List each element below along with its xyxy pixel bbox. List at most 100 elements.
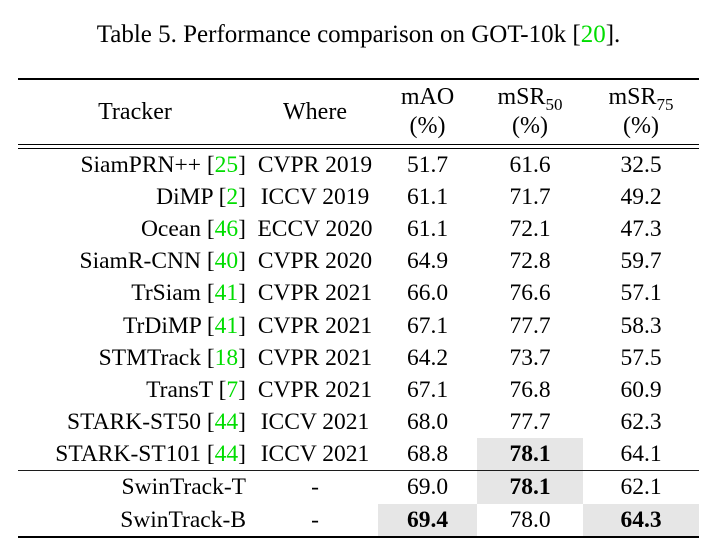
tracker-name: SwinTrack-T	[121, 474, 246, 501]
header-msr50-subscript: 50	[545, 94, 563, 114]
table-row: SiamR-CNN [40] CVPR 2020 64.9 72.8 59.7	[18, 245, 699, 277]
tracker-citation: [46]	[200, 215, 246, 242]
where-cell: ICCV 2021	[260, 409, 370, 436]
mao-cell: 64.9	[378, 245, 477, 277]
tracker-citation: [41]	[200, 312, 246, 339]
where-cell: ICCV 2021	[260, 441, 370, 468]
msr50-value: 78.1	[509, 441, 551, 468]
tracker-cell: DiMP [2]	[18, 181, 252, 213]
msr50-cell: 77.7	[477, 310, 583, 342]
caption-citation-number: 20	[580, 21, 606, 48]
tracker-citation-number: 46	[214, 215, 239, 242]
mao-cell: 67.1	[378, 374, 477, 406]
tracker-citation-number: 18	[214, 344, 239, 371]
tracker-cell: Ocean [46]	[18, 213, 252, 245]
msr50-value: 77.7	[509, 409, 551, 436]
header-msr75-label: mSR	[608, 84, 657, 110]
header-where: Where	[283, 98, 347, 125]
table-header-double-rule	[18, 144, 699, 149]
msr50-cell: 61.6	[477, 149, 583, 181]
tracker-name: STARK-ST50	[67, 409, 201, 436]
where-cell: CVPR 2019	[257, 151, 373, 178]
tracker-cell: SwinTrack-T []	[18, 471, 252, 503]
msr75-value: 64.1	[620, 441, 662, 468]
header-msr75-name: mSR75	[608, 83, 673, 113]
tracker-citation: [44]	[200, 409, 246, 436]
msr50-cell: 72.8	[477, 245, 583, 277]
header-tracker: Tracker	[98, 98, 172, 125]
tracker-citation: [40]	[200, 248, 246, 275]
msr50-value: 72.8	[509, 248, 551, 275]
mao-value: 51.7	[406, 151, 449, 178]
table-row: TransT [7] CVPR 2021 67.1 76.8 60.9	[18, 374, 699, 406]
msr50-cell: 76.8	[477, 374, 583, 406]
tracker-name: DiMP	[156, 183, 213, 210]
table-row: Ocean [46] ECCV 2020 61.1 72.1 47.3	[18, 213, 699, 245]
msr75-value: 57.5	[620, 344, 662, 371]
msr75-cell: 49.2	[583, 181, 699, 213]
tracker-citation-number: 25	[214, 151, 239, 178]
table-body-ours: SwinTrack-T [] - 69.0 78.1 62.1 SwinTrac…	[18, 471, 699, 536]
tracker-name: SwinTrack-B	[120, 506, 246, 533]
where-cell: CVPR 2021	[257, 312, 373, 339]
msr75-cell: 64.1	[583, 438, 699, 470]
mao-cell: 69.0	[378, 471, 477, 503]
tracker-name: Ocean	[140, 215, 201, 242]
msr50-cell: 76.6	[477, 277, 583, 309]
where-cell: -	[311, 506, 319, 533]
msr75-cell: 60.9	[583, 374, 699, 406]
msr50-cell: 78.1	[477, 471, 583, 504]
mao-value: 61.1	[406, 183, 449, 210]
tracker-citation: [25]	[200, 151, 246, 178]
table-row: TrDiMP [41] CVPR 2021 67.1 77.7 58.3	[18, 310, 699, 342]
tracker-citation-number: 44	[214, 441, 239, 468]
tracker-cell: TrDiMP [41]	[18, 310, 252, 342]
msr75-value: 47.3	[620, 215, 662, 242]
mao-value: 69.0	[406, 474, 449, 501]
msr50-cell: 72.1	[477, 213, 583, 245]
tracker-cell: TransT [7]	[18, 374, 252, 406]
msr75-cell: 57.1	[583, 277, 699, 309]
mao-value: 67.1	[406, 312, 449, 339]
table-bottom-rule	[18, 535, 699, 538]
header-mao-unit: (%)	[409, 113, 446, 139]
msr75-value: 60.9	[620, 376, 662, 403]
msr75-cell: 62.3	[583, 406, 699, 438]
where-cell: CVPR 2021	[257, 376, 373, 403]
where-cell: ECCV 2020	[257, 215, 373, 242]
mao-value: 68.0	[406, 409, 449, 436]
header-msr50-unit: (%)	[512, 113, 548, 139]
table-row: STARK-ST50 [44] ICCV 2021 68.0 77.7 62.3	[18, 406, 699, 438]
msr50-cell: 78.0	[477, 504, 583, 536]
msr50-value: 78.0	[509, 506, 551, 533]
tracker-name: TrDiMP	[123, 312, 201, 339]
results-table: Tracker Where mAO (%) mSR50 (%) mSR75 (%…	[18, 78, 699, 538]
header-msr50-name: mSR50	[497, 83, 563, 114]
header-mao-name: mAO	[401, 83, 454, 112]
mao-value: 66.0	[406, 280, 449, 307]
tracker-name: TransT	[146, 376, 213, 403]
tracker-name: STMTrack	[98, 344, 201, 371]
header-msr50-label: mSR	[497, 84, 546, 110]
table-header-row: Tracker Where mAO (%) mSR50 (%) mSR75 (%…	[18, 80, 699, 144]
tracker-citation-number: 2	[226, 183, 239, 210]
msr75-value: 32.5	[620, 151, 662, 178]
tracker-citation-number: 7	[226, 376, 239, 403]
table-row: SwinTrack-B [] - 69.4 78.0 64.3	[18, 503, 699, 536]
msr75-cell: 58.3	[583, 310, 699, 342]
mao-value: 61.1	[406, 215, 449, 242]
where-cell: CVPR 2020	[257, 248, 373, 275]
msr75-value: 49.2	[620, 183, 662, 210]
table-row: DiMP [2] ICCV 2019 61.1 71.7 49.2	[18, 181, 699, 213]
msr75-value: 57.1	[620, 280, 662, 307]
table-row: SwinTrack-T [] - 69.0 78.1 62.1	[18, 471, 699, 504]
msr75-value: 64.3	[620, 506, 662, 533]
tracker-citation: [7]	[212, 376, 246, 403]
mao-cell: 67.1	[378, 310, 477, 342]
mao-value: 64.2	[406, 344, 449, 371]
tracker-citation-number: 41	[214, 312, 239, 339]
tracker-name: SiamPRN++	[80, 151, 201, 178]
mao-value: 64.9	[406, 248, 449, 275]
tracker-citation: [41]	[200, 280, 246, 307]
caption-text-prefix: Table 5. Performance comparison on GOT-1…	[96, 21, 581, 48]
